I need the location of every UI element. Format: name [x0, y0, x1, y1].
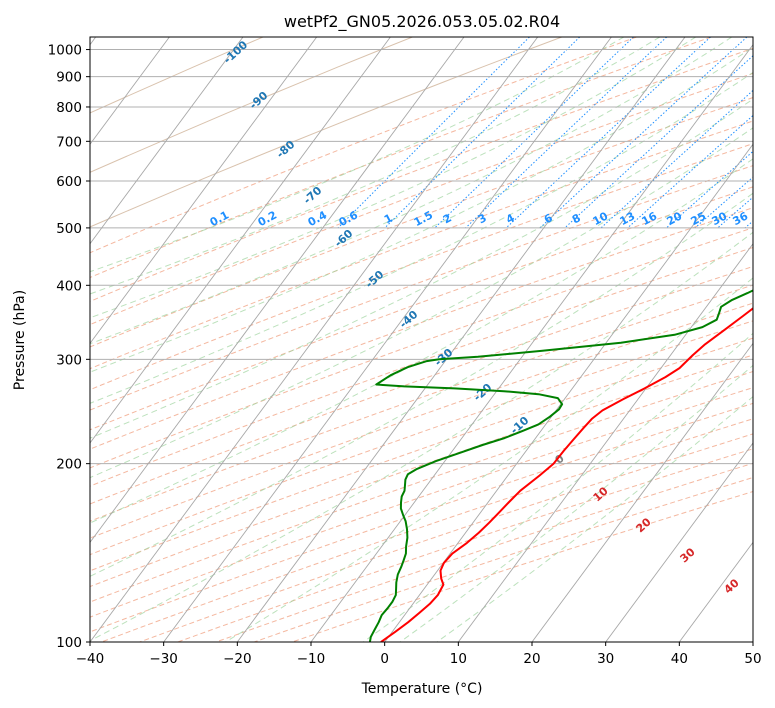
isotherm-line [90, 37, 244, 245]
moist-adiabat [90, 192, 753, 577]
x-tick-label: 50 [744, 651, 761, 667]
y-axis-label: Pressure (hPa) [12, 290, 28, 390]
dry-adiabat [292, 490, 753, 642]
mixing-ratio-line [434, 37, 634, 229]
dry-adiabat [90, 72, 753, 326]
isotherm-line [90, 37, 170, 146]
dry-adiabat [90, 370, 753, 603]
moist-adiabat [90, 37, 661, 295]
dry-adiabat [254, 476, 753, 642]
moist-adiabat [399, 364, 753, 642]
y-tick-label: 900 [56, 70, 82, 86]
reference-curve [90, 37, 413, 173]
moist-adiabat [90, 46, 753, 373]
y-tick-label: 400 [56, 278, 82, 294]
dry-adiabat [90, 97, 753, 348]
dry-adiabat [90, 337, 753, 572]
isotherm-line [531, 342, 753, 642]
y-tick-label: 1000 [48, 43, 82, 59]
y-tick-label: 500 [56, 221, 82, 237]
isotherm-line [163, 37, 612, 642]
y-axis: 100 200 300 400 500 600 700 800 900 1000 [48, 43, 90, 651]
isotherm-line [310, 43, 753, 642]
y-tick-label: 700 [56, 134, 82, 150]
mixing-ratio-label: 36 [731, 209, 751, 228]
moist-adiabat [90, 37, 733, 345]
x-tick-label: 30 [597, 651, 614, 667]
isotherm-line [90, 37, 539, 642]
mixing-ratio-line [627, 114, 753, 229]
dry-adiabat [90, 354, 753, 588]
x-axis-label: Temperature (°C) [361, 681, 483, 697]
isotherm-line [90, 37, 465, 544]
mixing-ratio-line [666, 150, 753, 229]
sounding-series [368, 289, 753, 642]
mixing-ratio-label: 30 [710, 209, 730, 228]
isotherm-line [457, 243, 753, 642]
isotherm-line [605, 442, 753, 642]
x-tick-label: 20 [523, 651, 540, 667]
y-tick-label: 300 [56, 352, 82, 368]
isotherms [90, 37, 753, 642]
dry-adiabat [90, 47, 753, 302]
mixing-ratio-lines [337, 37, 753, 229]
y-tick-label: 100 [56, 635, 82, 651]
moist-adiabat [363, 332, 753, 642]
x-axis: −40 −30 −20 −10 0 10 20 30 40 50 [76, 642, 762, 667]
mixing-ratio-label: 20 [665, 209, 685, 228]
moist-adiabat [225, 277, 753, 642]
grid-lines [90, 49, 753, 642]
x-tick-label: −30 [149, 651, 178, 667]
dry-adiabat [139, 433, 753, 642]
x-tick-label: −20 [223, 651, 252, 667]
mixing-ratio-label: 10 [591, 209, 611, 228]
isotherm-line [236, 37, 686, 642]
mixing-ratio-line [505, 37, 711, 229]
mixing-ratio-line [384, 37, 581, 229]
mixing-ratio-line [465, 37, 668, 229]
mixing-ratio-label: 13 [618, 209, 638, 228]
chart-title: wetPf2_GN05.2026.053.05.02.R04 [284, 12, 560, 32]
moist-adiabat [90, 231, 753, 642]
mixing-ratio-line [337, 37, 530, 229]
reference-curve [90, 37, 562, 228]
x-tick-label: 10 [450, 651, 467, 667]
dry-adiabat [177, 448, 753, 642]
isotherm-line [90, 37, 318, 345]
x-tick-label: 0 [380, 651, 389, 667]
dry-adiabat [90, 37, 712, 279]
dry-adiabat [90, 186, 753, 431]
moist-adiabat [90, 71, 753, 404]
plot-frame [89, 36, 754, 643]
y-tick-label: 600 [56, 174, 82, 190]
plot-clipped-layer: 0.1 0.2 0.4 0.6 1 1.5 2 3 4 6 8 10 13 16 20 25 30 36-100-… [90, 37, 753, 642]
y-tick-label: 200 [56, 457, 82, 473]
dry-adiabat [90, 227, 753, 469]
moist-adiabat [90, 98, 753, 439]
moist-adiabat [436, 395, 753, 642]
dry-adiabat [215, 462, 753, 642]
dewpoint-line [368, 289, 753, 642]
dry-adiabat [90, 120, 753, 370]
plot-area [90, 37, 753, 642]
x-tick-label: −10 [297, 651, 326, 667]
temperature-line [380, 307, 753, 642]
mixing-ratio-label: 16 [640, 209, 660, 228]
x-tick-label: 40 [671, 651, 688, 667]
dry-adiabat [90, 320, 753, 556]
dry-adiabat [90, 143, 753, 391]
mixing-ratio-line [539, 37, 748, 229]
moist-adiabat [90, 158, 753, 524]
moist-adiabat [90, 37, 625, 273]
isotherm-line [384, 143, 753, 642]
mixing-ratio-line [600, 89, 753, 229]
isotherm-line [90, 37, 391, 444]
x-tick-label: −40 [76, 651, 105, 667]
mixing-ratio-label: 25 [689, 209, 709, 228]
y-tick-label: 800 [56, 100, 82, 116]
